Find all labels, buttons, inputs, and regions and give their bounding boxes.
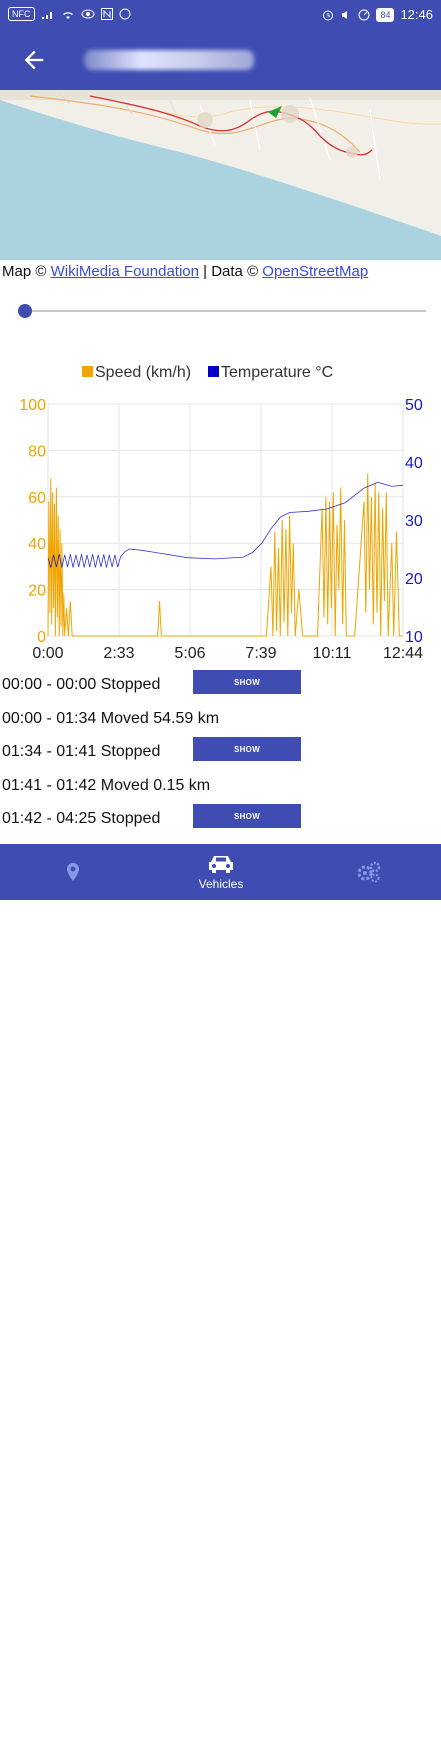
nav-item-settings[interactable] bbox=[336, 844, 402, 900]
alarm-icon bbox=[323, 10, 334, 20]
n-app-icon bbox=[100, 8, 113, 20]
nav-item-vehicles[interactable]: Vehicles bbox=[186, 844, 256, 900]
vehicle-title-blurred bbox=[84, 50, 254, 70]
mute-icon bbox=[342, 10, 348, 19]
eye-icon bbox=[81, 9, 94, 19]
legend-label-temperature: Temperature °C bbox=[221, 364, 333, 381]
legend-swatch-temperature bbox=[208, 366, 219, 377]
x-tick-label: 12:44 bbox=[383, 645, 423, 662]
timeline-slider[interactable] bbox=[18, 302, 430, 320]
battery-indicator: 84 bbox=[376, 7, 395, 22]
car-icon bbox=[209, 856, 233, 873]
x-tick-label: 0:00 bbox=[32, 645, 63, 662]
wifi-icon bbox=[62, 12, 73, 19]
list-item: 00:00 - 01:34 Moved 54.59 km bbox=[0, 704, 441, 734]
list-item: 01:41 - 01:42 Moved 0.15 km bbox=[0, 771, 441, 801]
speed-temperature-chart: Speed (km/h) Temperature °C 0 20 40 60 80 100 10… bbox=[0, 350, 441, 665]
y-left-tick-label: 60 bbox=[28, 490, 46, 507]
segment-text: 01:34 - 01:41 Stopped bbox=[2, 743, 161, 760]
x-tick-label: 5:06 bbox=[174, 645, 205, 662]
map-attribution: Map © WikiMedia Foundation | Data © Open… bbox=[2, 263, 369, 280]
x-tick-label: 7:39 bbox=[245, 645, 276, 662]
settings-gears-icon bbox=[357, 861, 381, 883]
segment-text: 01:42 - 04:25 Stopped bbox=[2, 810, 161, 827]
location-pin-icon bbox=[67, 863, 79, 881]
y-right-tick-label: 40 bbox=[405, 455, 423, 472]
debug-watermark: DevBuild, appIdentifier: com.itpro.Whi..… bbox=[2, 1728, 372, 1740]
openstreetmap-link[interactable]: OpenStreetMap bbox=[262, 263, 369, 280]
nfc-chip: NFC bbox=[8, 7, 35, 21]
route-map[interactable] bbox=[0, 90, 441, 260]
y-left-tick-label: 0 bbox=[37, 629, 46, 646]
legend-label-speed: Speed (km/h) bbox=[95, 364, 191, 381]
segment-text: 00:00 - 01:34 Moved 54.59 km bbox=[2, 710, 220, 727]
series-line-temperature bbox=[47, 481, 404, 568]
segment-text: 00:00 - 00:00 Stopped bbox=[2, 676, 161, 693]
y-left-tick-label: 80 bbox=[28, 443, 46, 460]
y-right-tick-label: 30 bbox=[405, 513, 423, 530]
y-left-tick-label: 40 bbox=[28, 536, 46, 553]
status-bar: NFC 84 12:46 bbox=[0, 0, 441, 28]
gauge-icon bbox=[358, 9, 370, 20]
x-tick-label: 2:33 bbox=[103, 645, 134, 662]
y-right-tick-label: 50 bbox=[405, 397, 423, 414]
signal-icon bbox=[41, 12, 52, 19]
wikimedia-link[interactable]: WikiMedia Foundation bbox=[50, 263, 199, 280]
y-right-tick-label: 20 bbox=[405, 571, 423, 588]
clock: 12:46 bbox=[400, 7, 433, 22]
show-button[interactable]: SHOW bbox=[193, 804, 301, 828]
back-arrow-icon[interactable] bbox=[20, 46, 48, 74]
y-left-tick-label: 20 bbox=[28, 583, 46, 600]
list-item: 00:00 - 00:00 Stopped SHOW bbox=[0, 670, 441, 700]
app-header: NFC 84 12:46 bbox=[0, 0, 441, 90]
nav-item-map[interactable] bbox=[40, 844, 106, 900]
x-tick-label: 10:11 bbox=[313, 645, 352, 662]
bottom-navigation: Vehicles DevBuild, appIdentifier: com.it… bbox=[0, 844, 441, 1740]
list-item: 01:34 - 01:41 Stopped SHOW bbox=[0, 737, 441, 767]
legend-swatch-speed bbox=[82, 366, 93, 377]
show-button[interactable]: SHOW bbox=[193, 737, 301, 761]
nav-label-vehicles: Vehicles bbox=[198, 877, 244, 891]
series-line-speed bbox=[47, 473, 403, 637]
slider-thumb[interactable] bbox=[18, 304, 32, 318]
show-button[interactable]: SHOW bbox=[193, 670, 301, 694]
y-left-tick-label: 100 bbox=[19, 397, 46, 414]
whatsapp-icon bbox=[119, 8, 130, 20]
y-right-tick-label: 10 bbox=[405, 629, 423, 646]
segment-text: 01:41 - 01:42 Moved 0.15 km bbox=[2, 777, 211, 794]
list-item: 01:42 - 04:25 Stopped SHOW bbox=[0, 804, 441, 834]
